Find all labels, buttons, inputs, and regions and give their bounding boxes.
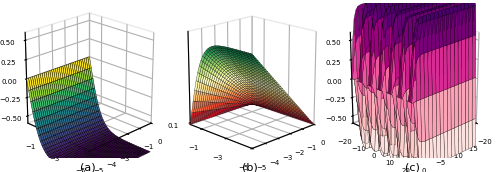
Text: (a): (a) [80, 163, 95, 172]
Text: (c): (c) [405, 163, 420, 172]
Text: (b): (b) [242, 163, 258, 172]
